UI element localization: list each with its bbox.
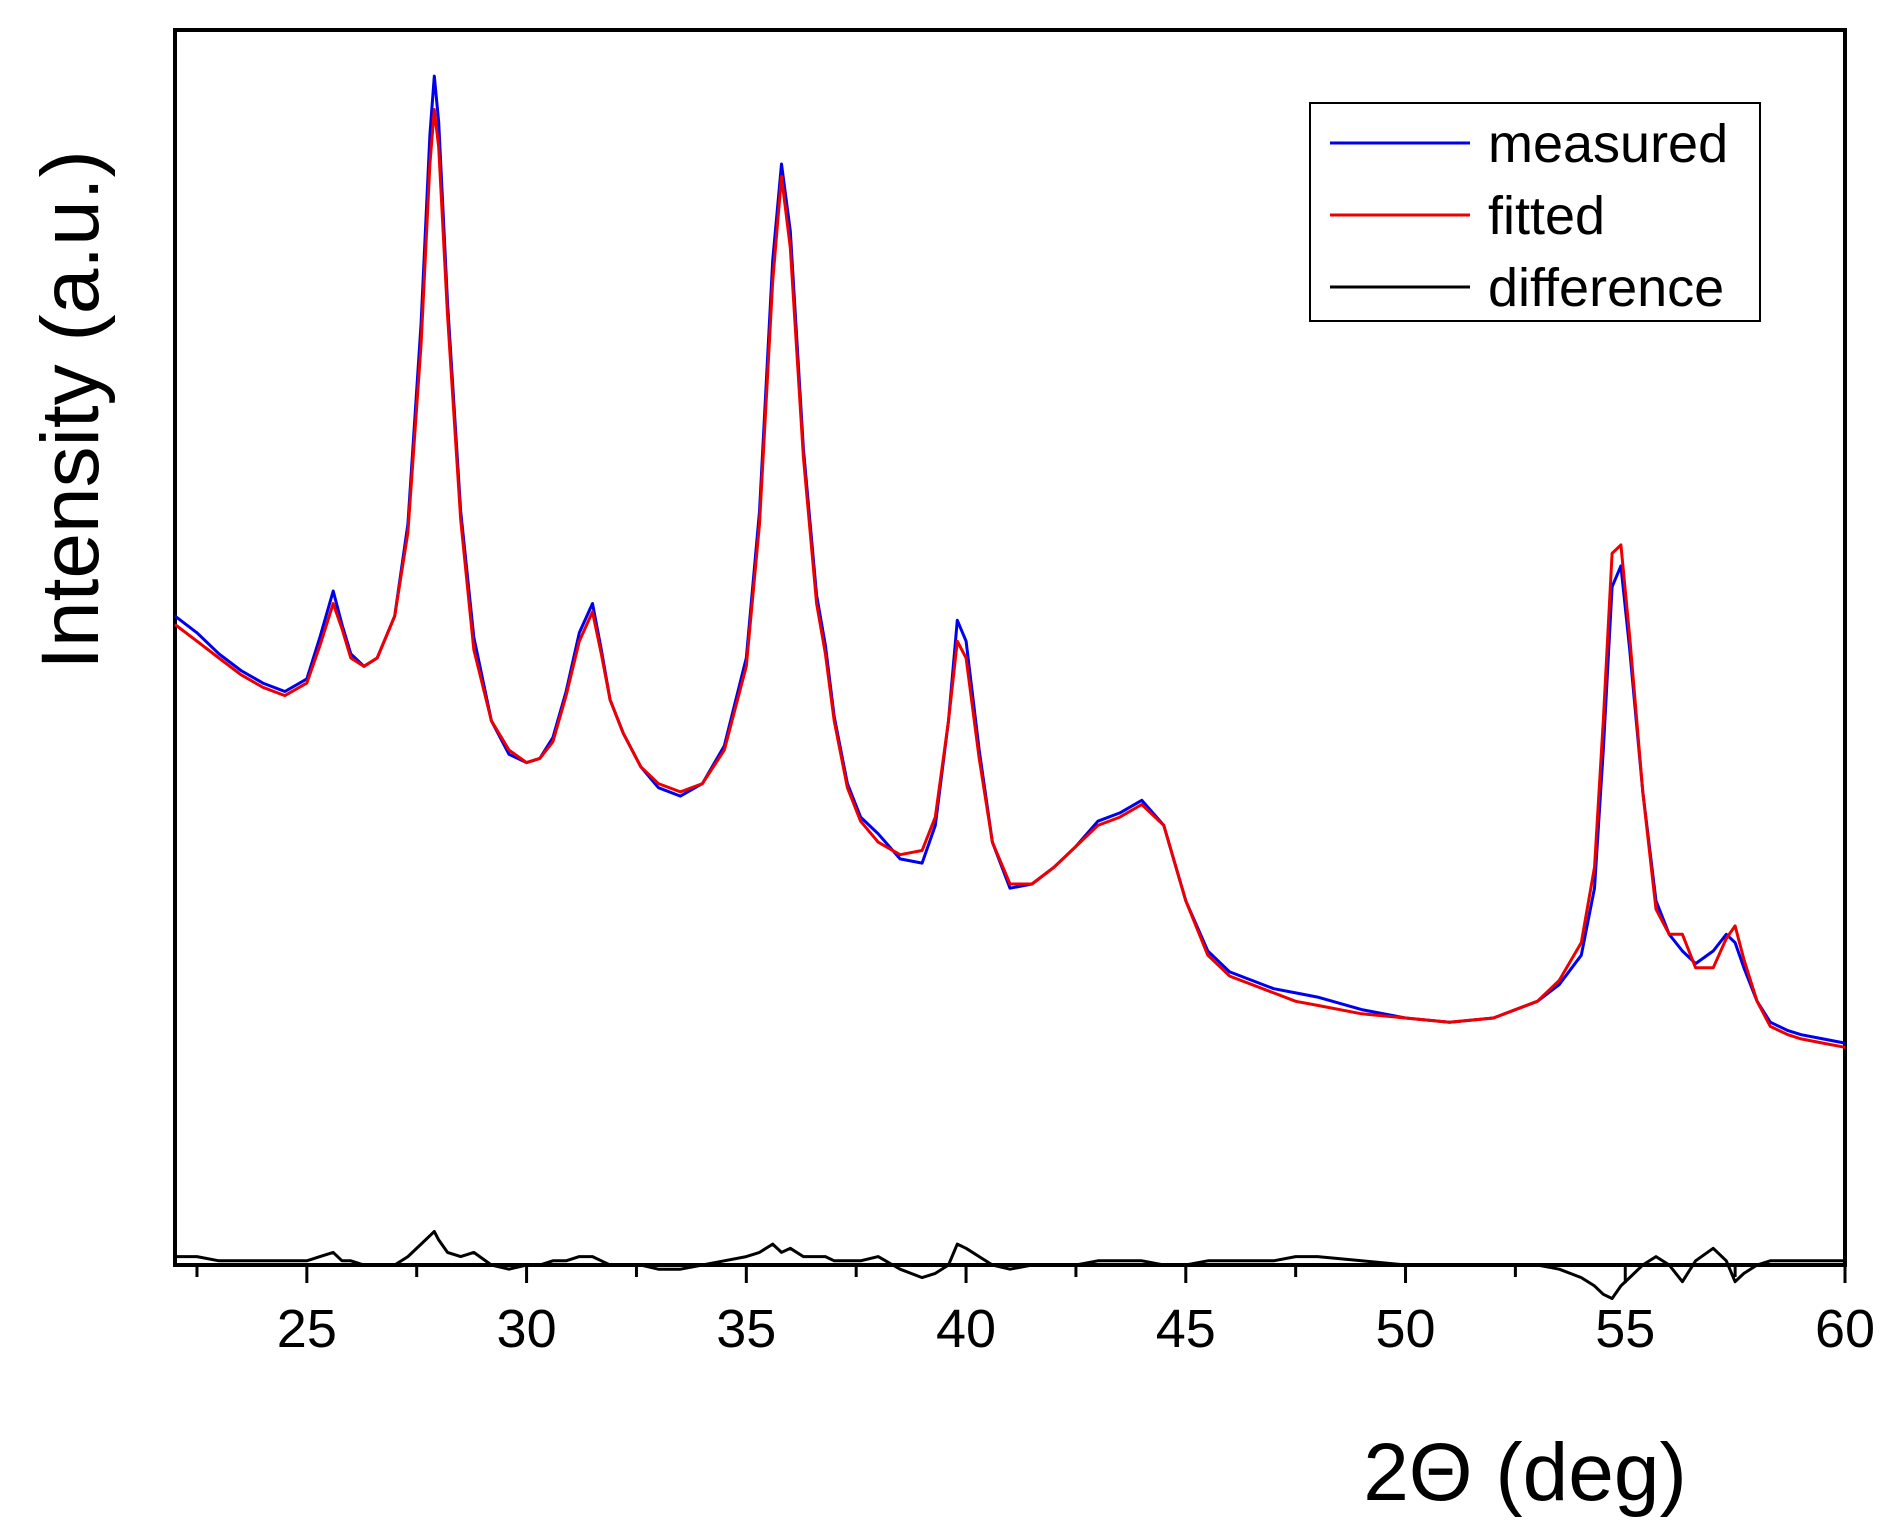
x-tick-label: 60 [1815,1299,1875,1359]
x-tick-label: 35 [716,1299,776,1359]
legend-label-fitted: fitted [1488,186,1605,246]
legend: measured fitted difference [1309,102,1761,322]
y-axis-title: Intensity (a.u.) [25,150,116,670]
legend-label-measured: measured [1488,114,1728,174]
legend-box [1309,102,1761,322]
plot-frame [173,28,1847,1267]
x-tick-label: 30 [497,1299,557,1359]
series-line-fitted [174,108,1846,1049]
x-tick-label: 45 [1156,1299,1216,1359]
x-axis-title: 2Θ (deg) [1363,1427,1687,1518]
series-line-difference [175,1230,1845,1300]
x-ticks: 25 30 35 40 45 50 55 60 [195,1265,1875,1359]
series-line-measured [174,74,1846,1045]
x-tick-label: 55 [1595,1299,1655,1359]
x-tick-label: 40 [936,1299,996,1359]
legend-label-difference: difference [1488,258,1724,318]
x-tick-label: 25 [277,1299,337,1359]
x-tick-label: 50 [1375,1299,1435,1359]
series-layer [174,74,1846,1300]
